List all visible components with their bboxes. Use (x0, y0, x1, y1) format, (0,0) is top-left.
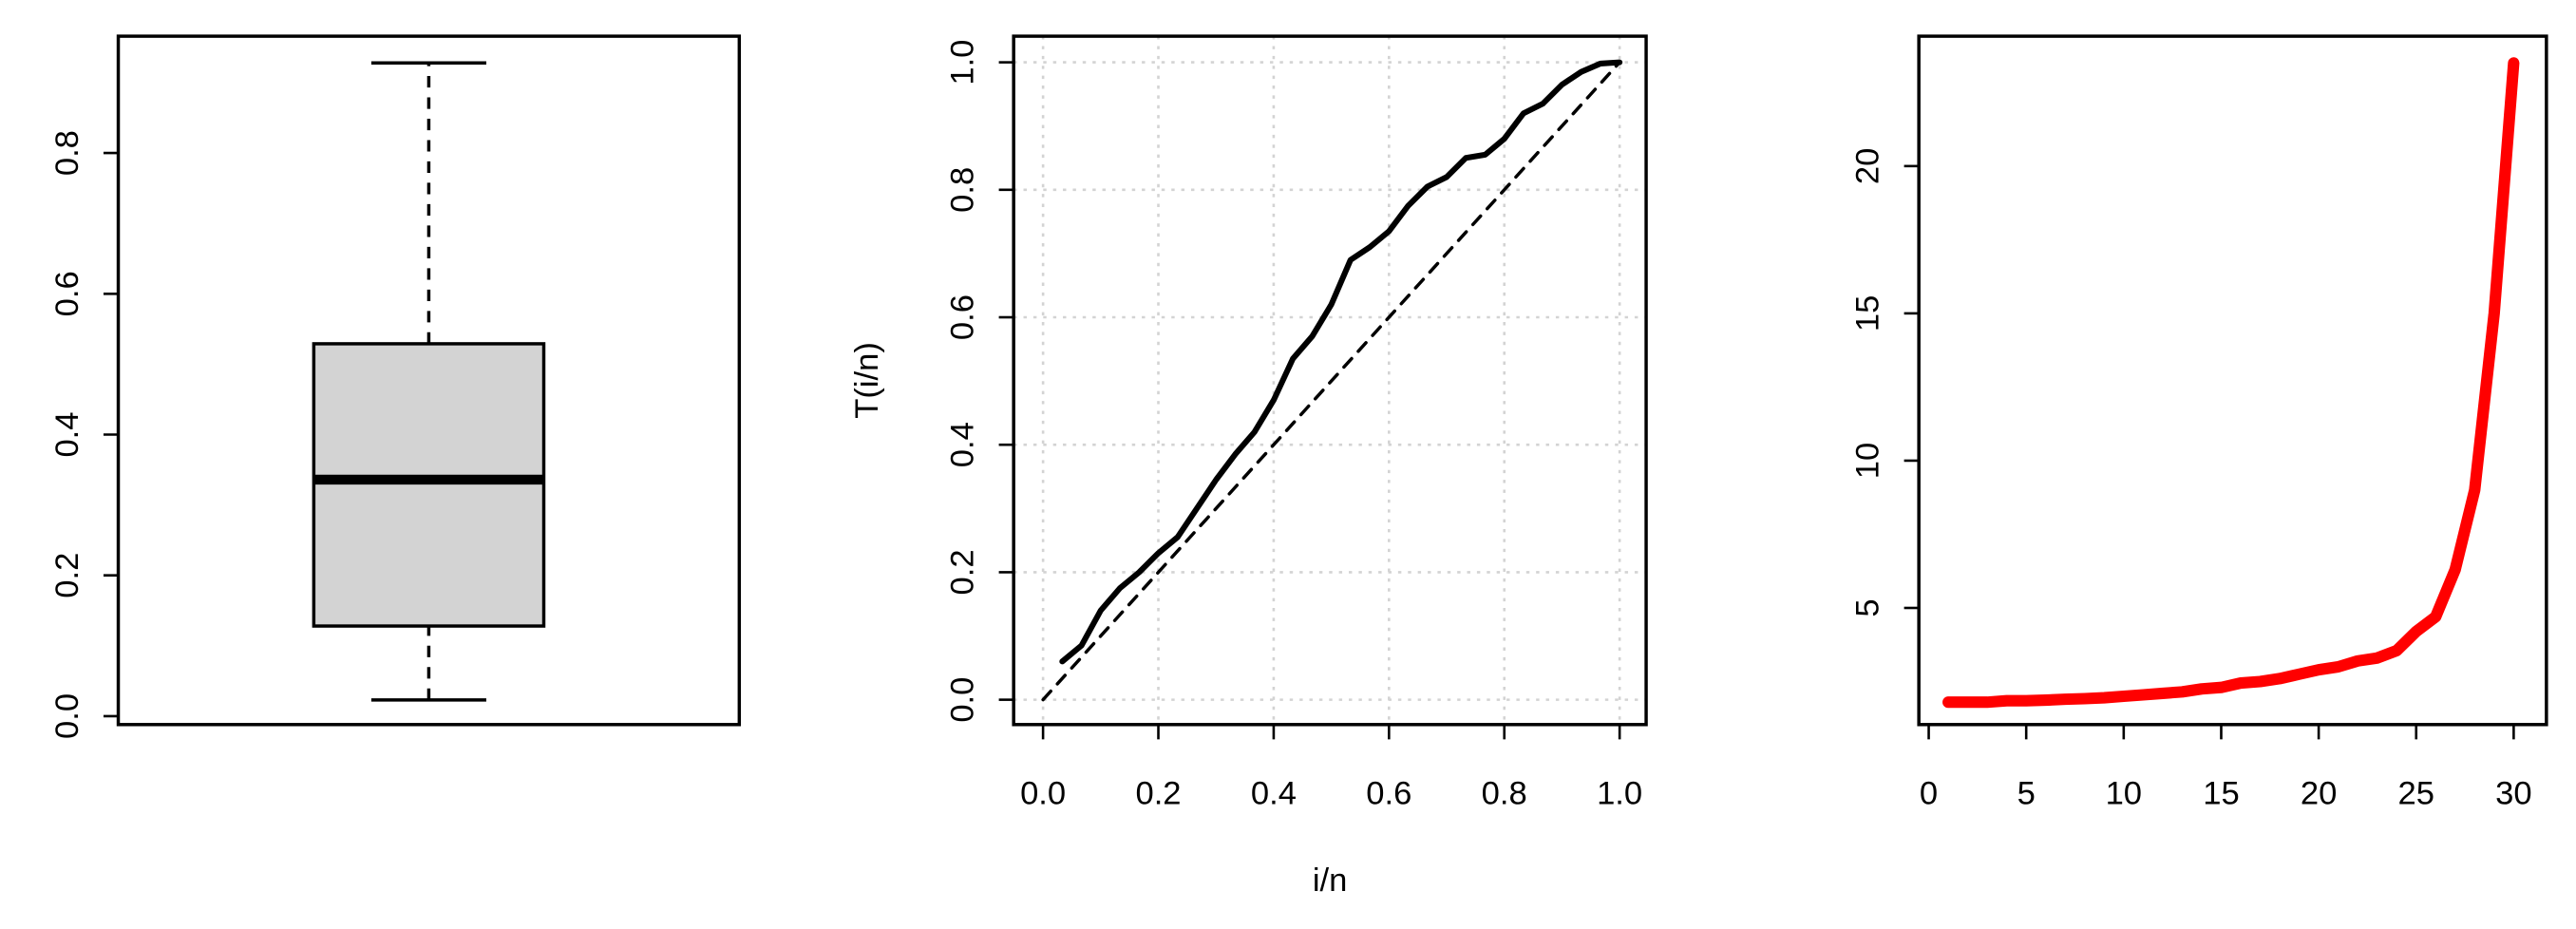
y-tick-label: 0.8 (49, 130, 85, 176)
y-axis-label: T(i/n) (849, 342, 885, 419)
y-tick-label: 0.4 (49, 411, 85, 457)
x-tick-label: 30 (2495, 775, 2531, 811)
x-tick-label: 0 (1920, 775, 1938, 811)
x-tick-label: 0.0 (1020, 775, 1066, 811)
x-tick-label: 0.2 (1135, 775, 1181, 811)
y-tick-label: 0.0 (944, 677, 980, 723)
x-tick-label: 0.8 (1482, 775, 1527, 811)
line (1059, 59, 1623, 665)
y-tick-label: 1.0 (944, 40, 980, 85)
line (1041, 60, 1621, 702)
plot-frame (1012, 34, 1648, 727)
x-tick-label: 0.6 (1366, 775, 1411, 811)
x-tick-label: 10 (2106, 775, 2142, 811)
y-tick-label: 0.6 (944, 294, 980, 340)
y-tick-label: 0.4 (944, 422, 980, 467)
y-tick-label: 5 (1849, 598, 1885, 616)
y-tick-label: 15 (1849, 295, 1885, 332)
y-tick-label: 0.6 (49, 271, 85, 316)
y-tick-label: 20 (1849, 148, 1885, 184)
x-tick-label: 25 (2398, 775, 2434, 811)
plot-frame (116, 34, 742, 727)
x-tick-label: 20 (2301, 775, 2337, 811)
x-tick-label: 0.4 (1251, 775, 1297, 811)
x-tick-label: 5 (2017, 775, 2036, 811)
plot-frame (1917, 34, 2548, 727)
y-tick-label: 10 (1849, 443, 1885, 479)
y-tick-label: 0.2 (944, 549, 980, 595)
x-tick-label: 15 (2203, 775, 2239, 811)
y-tick-label: 0.2 (49, 553, 85, 598)
line (1942, 57, 2520, 709)
y-tick-label: 0.0 (49, 693, 85, 739)
x-axis-label: i/n (1313, 863, 1348, 899)
box (312, 342, 546, 628)
x-tick-label: 1.0 (1597, 775, 1642, 811)
y-tick-label: 0.8 (944, 167, 980, 213)
